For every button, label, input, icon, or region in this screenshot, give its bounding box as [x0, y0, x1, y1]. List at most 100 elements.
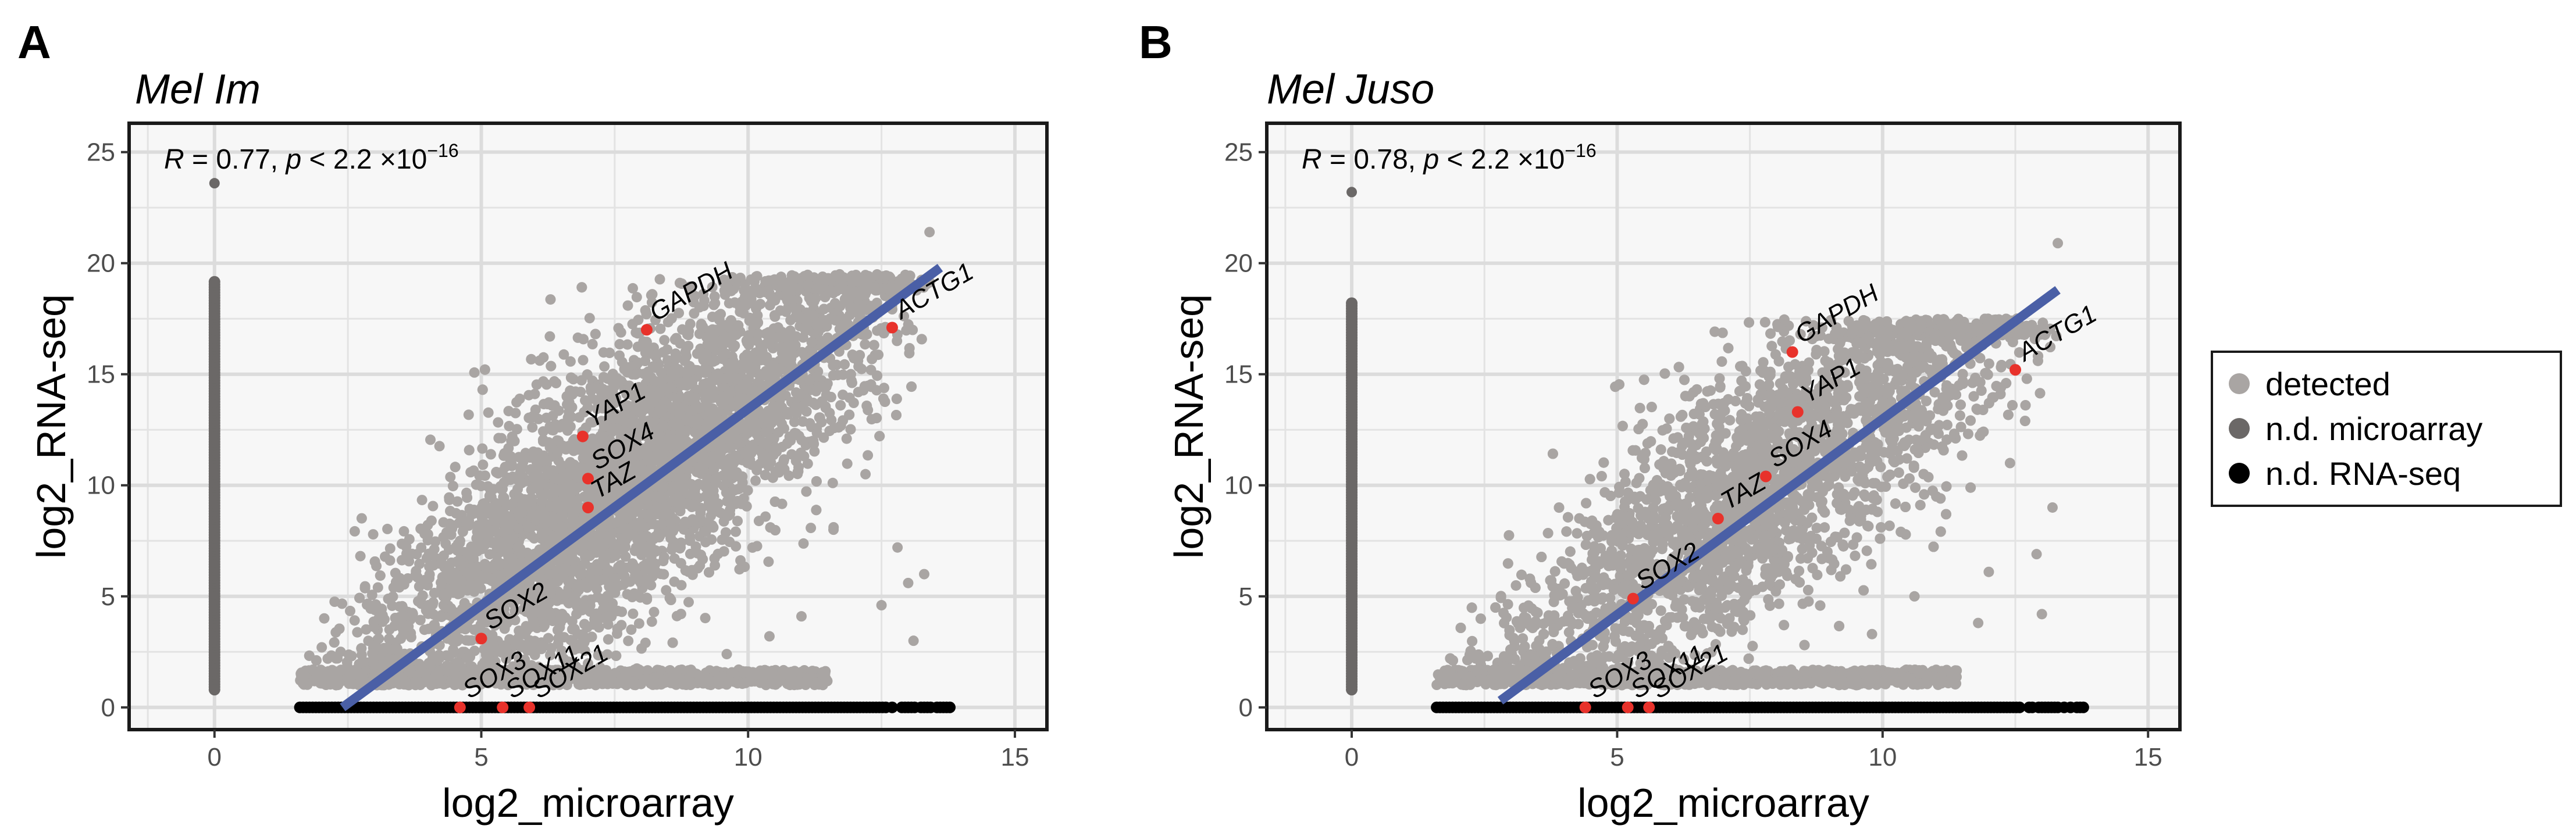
detected-point	[838, 390, 849, 401]
detected-point	[687, 377, 697, 388]
detected-point	[356, 513, 367, 524]
detected-point	[726, 358, 737, 368]
detected-point	[808, 310, 820, 321]
detected-point	[513, 523, 524, 534]
detected-point	[382, 523, 393, 534]
detected-point	[696, 549, 706, 560]
detected-point	[697, 321, 708, 332]
detected-point	[557, 553, 568, 564]
detected-point	[531, 379, 542, 390]
detected-point	[729, 433, 740, 444]
detected-point	[636, 549, 647, 560]
detected-point	[557, 589, 568, 600]
detected-point	[572, 471, 583, 483]
detected-point	[853, 276, 864, 287]
detected-point	[370, 641, 382, 652]
detected-point	[828, 370, 839, 381]
detected-point	[446, 529, 457, 540]
detected-point	[838, 369, 849, 380]
detected-point	[462, 653, 473, 664]
detected-point	[354, 592, 365, 603]
detected-point	[715, 458, 726, 469]
detected-point	[373, 633, 384, 644]
detected-point	[658, 346, 669, 358]
detected-point	[462, 492, 473, 503]
detected-point	[634, 576, 645, 587]
detected-point	[665, 519, 676, 530]
detected-point	[355, 551, 366, 562]
detected-point	[714, 327, 725, 338]
detected-point	[675, 542, 686, 553]
detected-point	[526, 353, 537, 365]
detected-point	[349, 526, 360, 537]
detected-point	[666, 366, 677, 377]
detected-point	[676, 278, 687, 289]
detected-point	[539, 620, 550, 631]
detected-point	[558, 349, 569, 360]
detected-point	[842, 458, 853, 469]
detected-point	[644, 390, 655, 401]
detected-point	[500, 462, 511, 473]
detected-point	[665, 595, 676, 605]
detected-point	[479, 540, 490, 551]
detected-point	[649, 606, 660, 617]
detected-point	[622, 300, 633, 311]
detected-point	[504, 420, 515, 431]
detected-point	[521, 578, 532, 590]
detected-point	[743, 330, 754, 341]
detected-point	[874, 431, 885, 442]
detected-point	[416, 495, 427, 506]
detected-point	[715, 309, 726, 320]
detected-point	[776, 271, 786, 283]
detected-point	[614, 339, 625, 350]
detected-point	[655, 323, 666, 334]
detected-point	[653, 527, 664, 538]
detected-point	[554, 502, 564, 513]
detected-point	[718, 546, 729, 557]
detected-point	[849, 287, 860, 298]
detected-point	[829, 298, 840, 309]
detected-point	[623, 362, 634, 373]
detected-point	[598, 596, 609, 608]
detected-point	[633, 382, 644, 393]
detected-point	[769, 496, 781, 507]
detected-point	[603, 634, 614, 645]
detected-point	[765, 522, 776, 533]
detected-point	[649, 376, 660, 387]
detected-point	[732, 496, 743, 506]
detected-point	[881, 270, 892, 281]
detected-point	[640, 305, 651, 316]
detected-point	[656, 519, 667, 530]
detected-point	[539, 583, 550, 594]
detected-point	[576, 605, 587, 616]
detected-point	[584, 313, 595, 324]
detected-point	[720, 527, 731, 538]
detected-point	[722, 496, 733, 507]
detected-point	[772, 322, 783, 333]
detected-point	[316, 642, 327, 653]
detected-point	[450, 462, 461, 473]
detected-point	[562, 656, 573, 667]
detected-point	[853, 361, 864, 372]
detected-point	[783, 470, 794, 481]
detected-point	[522, 601, 533, 612]
detected-point	[579, 619, 590, 630]
detected-point	[734, 564, 745, 575]
detected-point	[611, 651, 622, 661]
detected-point	[322, 653, 333, 664]
detected-point	[615, 471, 626, 482]
detected-point	[527, 422, 538, 433]
detected-point	[493, 512, 504, 523]
detected-point	[545, 649, 556, 660]
detected-point	[533, 454, 544, 465]
detected-point	[659, 335, 670, 346]
detected-point	[630, 590, 642, 600]
detected-point	[384, 555, 396, 566]
detected-point	[477, 384, 488, 395]
detected-point	[829, 306, 840, 317]
detected-point	[529, 635, 540, 646]
detected-point	[586, 631, 597, 642]
detected-point	[810, 293, 821, 303]
detected-point	[329, 596, 340, 607]
